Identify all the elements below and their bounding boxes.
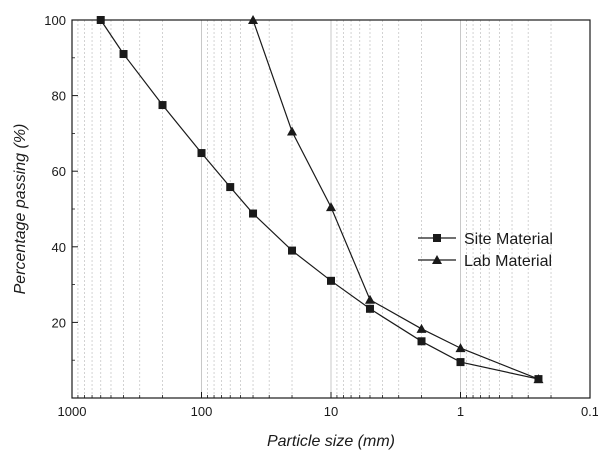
site-material-line xyxy=(100,19,539,380)
grid-lines xyxy=(77,20,591,398)
x-axis-title: Particle size (mm) xyxy=(267,433,395,450)
site-material-point xyxy=(226,183,235,192)
legend: Site Material Lab Material xyxy=(418,231,553,270)
x-tick-label: 1000 xyxy=(58,404,87,419)
y-tick-label: 80 xyxy=(52,89,66,104)
site-material-point xyxy=(158,101,167,110)
x-tick-label: 1 xyxy=(457,404,464,419)
y-tick-label: 60 xyxy=(52,164,66,179)
y-axis-title: Percentage passing (%) xyxy=(12,124,29,295)
lab-material-point xyxy=(455,343,466,353)
x-tick-label: 100 xyxy=(191,404,213,419)
lab-material-point xyxy=(248,15,259,24)
legend-site-label: Site Material xyxy=(464,231,553,248)
series xyxy=(96,15,544,384)
lab-material-point xyxy=(287,126,298,136)
lab-material-point xyxy=(416,323,427,333)
site-material-point xyxy=(417,337,426,346)
y-tick-label: 100 xyxy=(44,13,66,28)
site-material-point xyxy=(119,50,128,59)
site-material-point xyxy=(197,149,206,158)
site-material-point xyxy=(456,358,465,367)
site-material-point xyxy=(327,276,335,285)
y-tick-label: 40 xyxy=(52,240,66,255)
x-tick-label: 10 xyxy=(324,404,338,419)
x-tick-label: 0.1 xyxy=(581,404,598,419)
legend-lab-label: Lab Material xyxy=(464,253,552,270)
y-tick-label: 20 xyxy=(52,315,66,330)
legend-lab-marker xyxy=(432,255,442,264)
legend-site-marker xyxy=(433,234,441,242)
site-material-point xyxy=(288,246,297,255)
lab-material-point xyxy=(364,294,375,304)
site-material-point xyxy=(249,209,258,218)
site-material-point xyxy=(365,304,374,313)
lab-material-point xyxy=(533,374,544,384)
lab-material-point xyxy=(326,202,336,212)
site-material-point xyxy=(96,16,105,24)
axis-ticks: 1000 100 10 1 0.1 20 40 60 80 100 xyxy=(44,13,598,419)
